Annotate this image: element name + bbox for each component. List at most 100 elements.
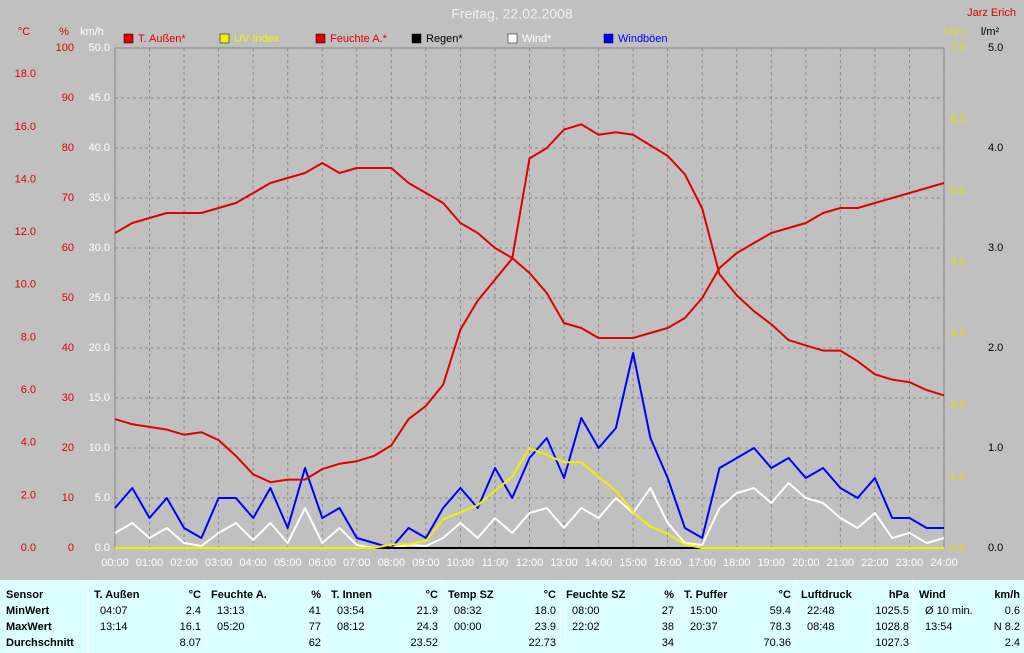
cell-time: Ø 10 min. (925, 605, 973, 617)
column-unit: km/h (994, 589, 1020, 601)
x-tick-label: 24:00 (930, 557, 958, 569)
cell-value: 27 (662, 605, 674, 617)
y-tick-label: 0.0 (950, 542, 965, 554)
cell-value: 16.1 (180, 621, 201, 633)
author: Jarz Erich (967, 7, 1016, 19)
legend-label: Windböen (618, 33, 668, 45)
y-tick-label: 16.0 (15, 121, 36, 133)
x-tick-label: 18:00 (723, 557, 751, 569)
legend-label: T. Außen* (138, 33, 186, 45)
y-tick-label: 0.0 (21, 542, 36, 554)
cell-value: 0.6 (1005, 605, 1020, 617)
y-tick-label: 30 (62, 392, 74, 404)
cell-value: 41 (309, 605, 321, 617)
y-tick-label: 45.0 (89, 92, 110, 104)
y-tick-label: 10 (62, 492, 74, 504)
y-tick-label: 40 (62, 342, 74, 354)
cell-value: 1028.8 (875, 621, 909, 633)
chart-title: Freitag, 22.02.2008 (451, 6, 573, 22)
y-tick-label: 2.0 (988, 342, 1003, 354)
cell-time: 08:32 (454, 605, 482, 617)
y-tick-label: 2.0 (21, 489, 36, 501)
cell-value: 1025.5 (875, 605, 909, 617)
y-tick-label: 6.0 (950, 113, 965, 125)
legend-label: UV Index (234, 33, 280, 45)
row-label: MaxWert (6, 621, 52, 633)
y-tick-label: 0.0 (988, 542, 1003, 554)
legend-swatch (411, 33, 422, 44)
cell-value: 77 (309, 621, 321, 633)
cell-time: 03:54 (337, 605, 365, 617)
y-tick-label: 18.0 (15, 68, 36, 80)
cell-time: 00:00 (454, 621, 482, 633)
cell-time: 15:00 (690, 605, 718, 617)
y-tick-label: 40.0 (89, 142, 110, 154)
y-tick-label: 4.0 (988, 142, 1003, 154)
cell-time: 22:48 (807, 605, 835, 617)
x-tick-label: 06:00 (308, 557, 336, 569)
y-tick-label: 10.0 (89, 442, 110, 454)
y-tick-label: 60 (62, 242, 74, 254)
column-header: Feuchte A. (211, 589, 267, 601)
x-tick-label: 23:00 (896, 557, 924, 569)
cell-value: 70.36 (763, 637, 791, 649)
legend-swatch (315, 33, 326, 44)
cell-time: 22:02 (572, 621, 600, 633)
cell-value: 24.3 (417, 621, 438, 633)
y-tick-label: 80 (62, 142, 74, 154)
cell-value: 59.4 (770, 605, 791, 617)
cell-time: 08:48 (807, 621, 835, 633)
y-tick-label: 20.0 (89, 342, 110, 354)
legend-swatch (603, 33, 614, 44)
axis-unit: l/m² (981, 26, 1000, 38)
chart: Freitag, 22.02.2008 Jarz Erich 00:00 01:0… (15, 6, 1016, 569)
x-tick-label: 21:00 (827, 557, 855, 569)
x-tick-label: 10:00 (447, 557, 475, 569)
column-unit: hPa (889, 589, 910, 601)
y-tick-label: 4.0 (950, 256, 965, 268)
cell-value: 18.0 (535, 605, 556, 617)
cell-value: 34 (662, 637, 674, 649)
x-tick-label: 17:00 (688, 557, 716, 569)
cell-value: 38 (662, 621, 674, 633)
cell-value: 22.73 (528, 637, 556, 649)
x-tick-label: 01:00 (136, 557, 164, 569)
x-tick-label: 04:00 (239, 557, 267, 569)
y-tick-label: 25.0 (89, 292, 110, 304)
cell-time: 20:37 (690, 621, 718, 633)
y-tick-label: 3.0 (988, 242, 1003, 254)
column-unit: °C (189, 589, 201, 601)
summary-table: Sensor MinWert MaxWert Durchschnitt T. Außen… (0, 580, 1024, 653)
y-tick-label: 50 (62, 292, 74, 304)
x-tick-label: 03:00 (205, 557, 233, 569)
column-unit: °C (779, 589, 791, 601)
cell-time: 08:12 (337, 621, 365, 633)
column-unit: °C (544, 589, 556, 601)
cell-time: 08:00 (572, 605, 600, 617)
column-unit: % (664, 589, 674, 601)
y-tick-label: 5.0 (950, 185, 965, 197)
y-tick-label: 0.0 (95, 542, 110, 554)
x-tick-label: 11:00 (482, 557, 509, 569)
cell-value: N 8.2 (994, 621, 1020, 633)
y-tick-label: 12.0 (15, 226, 36, 238)
x-tick-label: 12:00 (516, 557, 544, 569)
x-tick-label: 07:00 (343, 557, 371, 569)
column-unit: °C (426, 589, 438, 601)
column-header: Wind (919, 589, 946, 601)
y-tick-label: 10.0 (15, 279, 36, 291)
x-tick-label: 09:00 (412, 557, 440, 569)
cell-time: 13:54 (925, 621, 953, 633)
series-line (114, 123, 945, 484)
column-header: T. Außen (94, 589, 140, 601)
cell-value: 62 (309, 637, 321, 649)
x-tick-label: 05:00 (274, 557, 302, 569)
y-tick-label: 4.0 (21, 437, 36, 449)
column-unit: % (311, 589, 321, 601)
cell-value: 78.3 (770, 621, 791, 633)
y-tick-label: 100 (56, 42, 74, 54)
cell-value: 2.4 (1005, 637, 1020, 649)
series-line (114, 162, 945, 339)
axis-unit: km/h (80, 26, 104, 38)
